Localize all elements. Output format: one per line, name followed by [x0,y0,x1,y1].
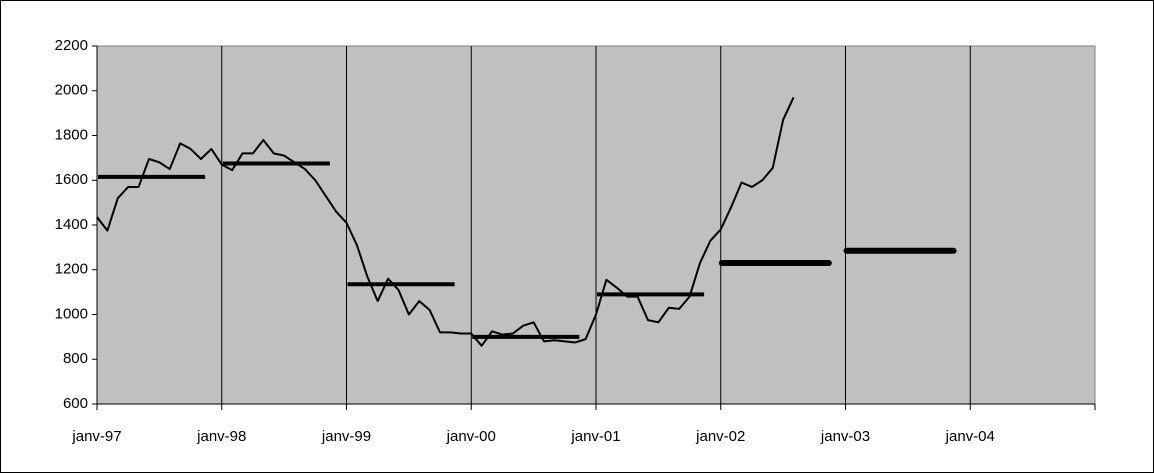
y-tick-label: 1400 [55,216,88,233]
x-tick-label: janv-03 [820,428,870,445]
x-tick-label: janv-01 [570,428,620,445]
y-tick-label: 1600 [55,171,88,188]
y-tick-label: 1800 [55,126,88,143]
x-tick-label: janv-00 [446,428,496,445]
layer: 600 800 1000 1200 1400 1600 1800 2000 2200 janv-9… [55,37,1096,445]
x-tick-label: janv-02 [695,428,745,445]
x-tick-label: janv-97 [71,428,121,445]
y-tick-label: 1200 [55,261,88,278]
y-tick-label: 2000 [55,82,88,99]
y-tick-label: 600 [63,395,88,412]
x-tick-label: janv-99 [321,428,371,445]
y-tick-label: 800 [63,350,88,367]
y-tick-label: 1000 [55,305,88,322]
y-tick-label: 2200 [55,37,88,54]
x-tick-label: janv-04 [945,428,995,445]
x-tick-label: janv-98 [196,428,246,445]
line-series [96,97,795,347]
